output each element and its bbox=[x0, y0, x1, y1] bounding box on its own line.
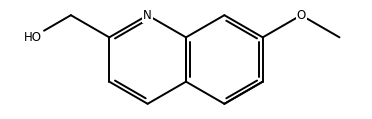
Text: HO: HO bbox=[23, 31, 42, 44]
Text: O: O bbox=[296, 9, 306, 22]
Text: N: N bbox=[143, 9, 152, 22]
